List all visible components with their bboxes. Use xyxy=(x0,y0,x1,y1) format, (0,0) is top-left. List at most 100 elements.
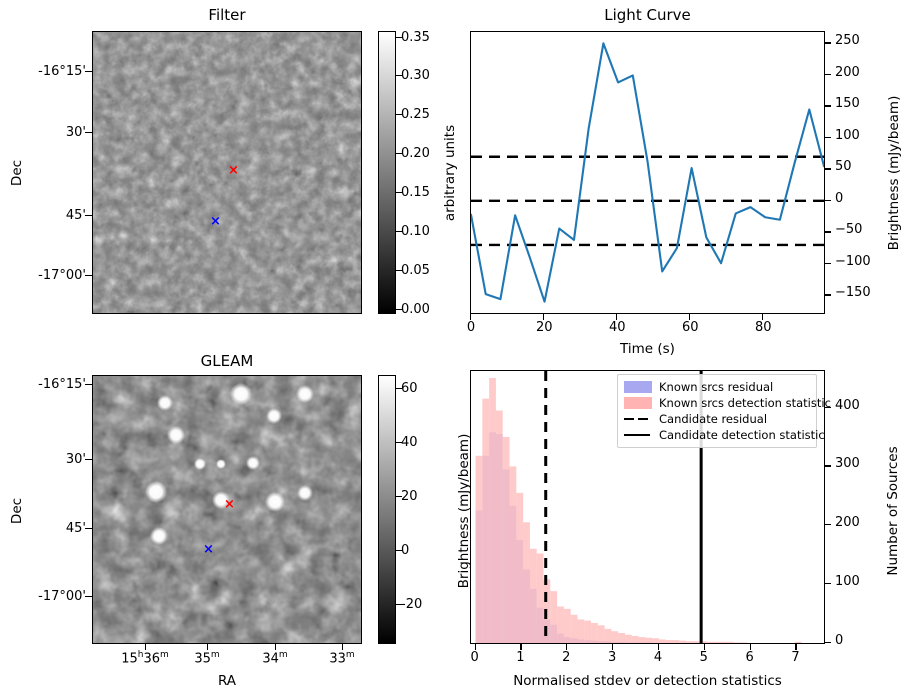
lightcurve-xtick-mark-0 xyxy=(470,314,472,320)
histogram-bar xyxy=(624,634,632,643)
histogram-xtick-7: 7 xyxy=(791,650,800,665)
histogram-bar xyxy=(645,637,653,643)
histogram-bar xyxy=(665,640,673,643)
filter-cbar-tick-0: 0.00 xyxy=(401,302,430,317)
gleam-xtick-mark-2 xyxy=(275,644,277,650)
histogram-xtick-mark-1 xyxy=(520,644,522,650)
legend-label-0: Known srcs residual xyxy=(659,380,774,394)
filter-cbar-tick-7: 0.35 xyxy=(401,30,430,45)
histogram-bar xyxy=(740,642,748,643)
gleam-xtick-3-text: 33 xyxy=(329,651,346,667)
gleam-sky-map xyxy=(93,376,361,643)
histogram-bar xyxy=(713,641,721,643)
filter-noise-map xyxy=(93,32,361,313)
filter-cbar-mark-5 xyxy=(396,114,402,116)
histogram-ytick-0: 0 xyxy=(835,633,844,648)
histogram-bars-known-srcs-detection-statistic xyxy=(475,378,802,643)
histogram-ytick-mark-4 xyxy=(825,406,831,408)
histogram-bar xyxy=(638,637,646,643)
histogram-xtick-mark-0 xyxy=(474,644,476,650)
legend-swatch-known-srcs-detection-statistic xyxy=(624,397,652,409)
gleam-cbar-mark-2 xyxy=(396,496,402,498)
lightcurve-x-axis-label: Time (s) xyxy=(620,341,675,357)
filter-ytick-1: 30' xyxy=(65,125,86,140)
gleam-panel-title: GLEAM xyxy=(200,352,254,370)
filter-cbar-tick-4: 0.20 xyxy=(401,146,430,161)
gleam-image xyxy=(92,375,362,644)
gleam-ytick-3: -17°00' xyxy=(38,589,86,604)
gleam-point-sources xyxy=(145,383,314,545)
histogram-bar xyxy=(482,398,490,643)
lightcurve-ytick-6: 150 xyxy=(835,96,860,112)
histogram-bar xyxy=(631,635,639,643)
histogram-xtick-mark-4 xyxy=(657,644,660,650)
histogram-bar xyxy=(495,410,503,643)
histogram-xtick-5: 5 xyxy=(699,650,708,665)
filter-colorbar-label: arbitrary units xyxy=(442,124,458,222)
gleam-xtick-3: 33m xyxy=(329,650,355,667)
histogram-x-axis-label: Normalised stdev or detection statistics xyxy=(513,673,782,689)
lightcurve-panel-title: Light Curve xyxy=(604,6,691,24)
lightcurve-xtick-mark-3 xyxy=(689,314,691,320)
histogram-ytick-4: 400 xyxy=(835,397,860,413)
histogram-plot xyxy=(475,371,802,643)
lightcurve-xtick-mark-1 xyxy=(543,314,545,320)
lightcurve-ytick-mark-6 xyxy=(825,105,831,107)
gleam-cbar-mark-1 xyxy=(396,550,402,552)
legend-entry-3: Candidate detection statistic xyxy=(624,427,825,443)
filter-candidate-marker-red: × xyxy=(228,163,239,178)
lightcurve-ytick-0: −150 xyxy=(835,285,871,301)
histogram-bar xyxy=(577,619,585,643)
histogram-bar xyxy=(699,641,707,643)
filter-ytick-0: -16°15' xyxy=(38,64,86,79)
filter-candidate-marker-blue: × xyxy=(210,214,221,229)
gleam-cbar-tick-4: 60 xyxy=(401,381,418,396)
lightcurve-ytick-mark-2 xyxy=(825,231,831,233)
lightcurve-ytick-mark-5 xyxy=(825,136,831,139)
gleam-candidate-marker-blue: × xyxy=(203,542,214,557)
filter-cbar-mark-6 xyxy=(396,75,402,77)
gleam-xtick-2-text: 34 xyxy=(262,651,279,667)
filter-cbar-tick-6: 0.30 xyxy=(401,68,430,83)
filter-ytick-2: 45' xyxy=(65,208,86,223)
lightcurve-ytick-3: 0 xyxy=(835,190,844,206)
filter-ytick-mark-2 xyxy=(85,215,92,217)
gleam-xtick-mark-3 xyxy=(342,644,344,650)
lightcurve-xtick-2: 40 xyxy=(609,320,626,335)
histogram-xtick-3: 3 xyxy=(607,650,617,665)
histogram-xtick-mark-3 xyxy=(612,644,614,650)
gleam-cbar-tick-0: -20 xyxy=(401,597,423,612)
filter-image xyxy=(92,31,362,314)
histogram-xtick-1: 1 xyxy=(516,650,525,665)
gleam-xtick-mark-0 xyxy=(145,644,147,650)
histogram-bar xyxy=(529,548,537,643)
gleam-ytick-mark-3 xyxy=(85,596,92,598)
filter-ytick-3: -17°00' xyxy=(38,268,86,283)
filter-cbar-mark-1 xyxy=(396,270,402,272)
histogram-ytick-mark-1 xyxy=(825,583,831,585)
gleam-xtick-1: 35m xyxy=(194,650,220,667)
legend-label-2: Candidate residual xyxy=(659,412,768,426)
histogram-bar xyxy=(706,641,714,643)
histogram-bar xyxy=(720,641,727,643)
legend-label-3: Candidate detection statistic xyxy=(659,428,825,442)
gleam-cbar-mark-0 xyxy=(396,604,402,606)
histogram-xtick-mark-5 xyxy=(703,644,705,650)
legend-key-candidate-detection-statistic xyxy=(624,429,652,441)
histogram-ytick-mark-2 xyxy=(825,524,831,526)
histogram-bar xyxy=(672,640,680,643)
filter-panel-title: Filter xyxy=(208,6,246,24)
histogram-bar xyxy=(475,455,483,643)
gleam-cbar-mark-4 xyxy=(396,388,402,390)
lightcurve-line xyxy=(471,42,824,303)
gleam-ytick-2: 45' xyxy=(65,521,86,536)
filter-cbar-tick-5: 0.25 xyxy=(401,107,430,122)
filter-cbar-tick-2: 0.10 xyxy=(401,224,430,239)
lightcurve-ytick-8: 250 xyxy=(835,33,860,49)
lightcurve-ytick-mark-7 xyxy=(825,73,831,76)
histogram-bar xyxy=(563,608,571,643)
histogram-bar xyxy=(604,628,612,643)
legend-swatch-known-srcs-residual xyxy=(624,381,652,393)
legend-entry-2: Candidate residual xyxy=(624,411,809,427)
